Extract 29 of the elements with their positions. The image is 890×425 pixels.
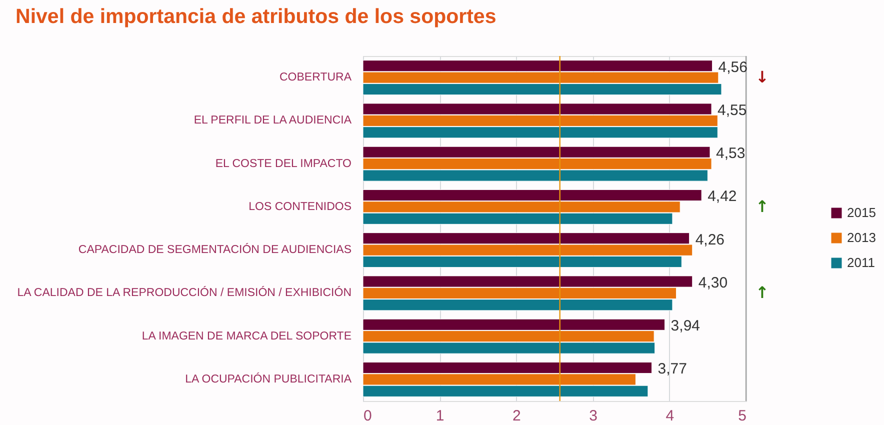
y2-tick-label: ↑ (756, 196, 769, 216)
data-label: 4,42 (708, 188, 737, 206)
legend-label: 2013 (847, 230, 876, 245)
y-tick-label: COBERTURA (280, 72, 352, 84)
x-tick-label: 4 (666, 408, 674, 424)
data-label: 4,26 (695, 231, 725, 248)
data-label: 4,55 (718, 102, 747, 119)
x-tick-label: 3 (589, 408, 598, 424)
y-tick-label: LA CALIDAD DE LA REPRODUCCIÓN / EMISIÓN / EXHIBICIÓN (17, 286, 352, 300)
legend-label: 2011 (847, 255, 875, 270)
y2-tick-label: ↓ (756, 68, 769, 87)
data-label: 3,77 (658, 360, 687, 378)
legend-label: 2015 (847, 205, 876, 220)
x-tick-label: 1 (436, 408, 444, 424)
y-tick-label: EL PERFIL DE LA AUDIENCIA (194, 114, 352, 127)
y-tick-label: CAPACIDAD DE SEGMENTACIÓN DE AUDIENCIAS (78, 243, 352, 256)
y-tick-label: LA IMAGEN DE MARCA DEL SOPORTE (142, 330, 352, 342)
x-tick-label: 0 (364, 408, 372, 424)
x-tick-label: 5 (738, 408, 746, 424)
x-tick-label: 2 (512, 408, 521, 424)
data-label: 4,56 (718, 58, 748, 76)
chart-title: Nivel de importancia de atributos de los soportes (16, 4, 496, 28)
data-label: 4,53 (716, 145, 746, 162)
data-label: 3,94 (670, 318, 700, 335)
y-tick-label: LA OCUPACIÓN PUBLICITARIA (185, 372, 352, 386)
data-label: 4,30 (698, 274, 728, 292)
y-tick-label: EL COSTE DEL IMPACTO (215, 158, 352, 170)
y-tick-label: LOS CONTENIDOS (248, 200, 352, 213)
y2-tick-label: ↑ (756, 283, 769, 302)
